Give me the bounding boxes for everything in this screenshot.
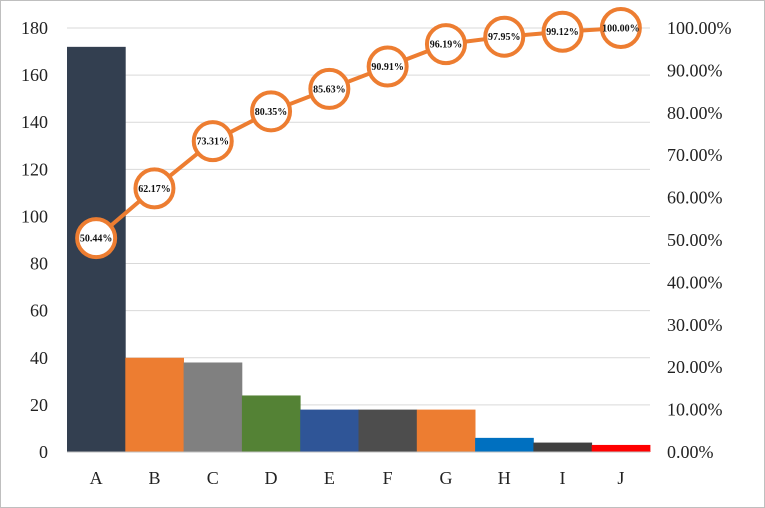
cumulative-point-marker: [75, 217, 118, 260]
cumulative-point-marker: [366, 45, 409, 88]
cumulative-line-series: 50.44% 62.17% 73.31% 80.35% 85.63% 90.91% 96.1…: [75, 7, 642, 260]
x-axis-category-label: D: [265, 468, 278, 488]
y-axis-tick-label: 120: [21, 159, 48, 179]
cumulative-data-label: 62.17%: [138, 184, 171, 195]
cumulative-data-label: 97.95%: [488, 32, 521, 43]
x-axis-category-label: A: [90, 468, 103, 488]
y2-axis-tick-label: 100.00%: [667, 18, 732, 38]
y-axis-tick-label: 40: [30, 348, 48, 368]
y2-axis-tick-label: 10.00%: [667, 400, 723, 420]
y-axis-tick-label: 80: [30, 254, 48, 274]
cumulative-data-label: 100.00%: [602, 24, 640, 35]
x-axis-category-label: H: [498, 468, 511, 488]
y2-axis-tick-label: 0.00%: [667, 442, 714, 462]
x-axis-category-label: B: [148, 468, 160, 488]
cumulative-point-marker: [599, 7, 642, 49]
y-axis-tick-label: 180: [21, 18, 48, 38]
cumulative-data-label: 85.63%: [313, 84, 346, 95]
cumulative-data-label: 50.44%: [80, 234, 113, 245]
cumulative-data-label: 73.31%: [197, 137, 230, 148]
y-axis-tick-label: 20: [30, 395, 48, 415]
x-axis-category-label: I: [560, 468, 566, 488]
bar: [358, 409, 418, 452]
y-axis-tick-label: 100: [21, 206, 48, 226]
cumulative-point-marker: [308, 67, 351, 110]
y-axis-tick-label: 140: [21, 112, 48, 132]
x-axis-category-label: F: [383, 468, 393, 488]
bar: [300, 409, 359, 452]
cumulative-point-marker: [250, 90, 293, 133]
bar: [533, 442, 593, 452]
bar: [183, 362, 243, 452]
cumulative-point-marker: [133, 167, 176, 210]
cumulative-data-label: 80.35%: [255, 107, 288, 118]
y2-axis-tick-label: 40.00%: [667, 272, 723, 292]
bar: [475, 437, 534, 452]
cumulative-line: [94, 26, 621, 240]
x-axis-category-label: G: [439, 468, 452, 488]
cumulative-point-marker: [483, 15, 526, 58]
y2-axis-tick-label: 90.00%: [667, 60, 723, 80]
bar: [125, 357, 184, 452]
y2-axis-tick-label: 50.00%: [667, 230, 723, 250]
y-axis-tick-label: 0: [39, 442, 48, 462]
cumulative-data-label: 99.12%: [546, 27, 579, 38]
y-axis-tick-label: 160: [21, 65, 48, 85]
y2-axis-tick-label: 30.00%: [667, 315, 723, 335]
x-axis-category-label: J: [617, 468, 624, 488]
cumulative-point-marker: [541, 10, 584, 53]
bar: [591, 444, 651, 452]
y2-axis-tick-label: 80.00%: [667, 103, 723, 123]
bar-series: [67, 46, 651, 452]
cumulative-data-label: 96.19%: [430, 40, 463, 51]
y-axis-tick-label: 60: [30, 301, 48, 321]
bar: [241, 395, 301, 452]
x-axis-category-label: C: [207, 468, 219, 488]
cumulative-point-marker: [191, 120, 234, 163]
bar: [416, 409, 476, 452]
cumulative-data-label: 90.91%: [371, 62, 404, 73]
cumulative-point-marker: [424, 23, 467, 66]
y2-axis-tick-label: 60.00%: [667, 188, 723, 208]
y2-axis-tick-label: 20.00%: [667, 357, 723, 377]
y2-axis-tick-label: 70.00%: [667, 145, 723, 165]
axes: 0 20 40 60 80 100 120 140 160 180 0.00% 10.00% 20.00…: [21, 18, 732, 488]
x-axis-category-label: E: [324, 468, 335, 488]
